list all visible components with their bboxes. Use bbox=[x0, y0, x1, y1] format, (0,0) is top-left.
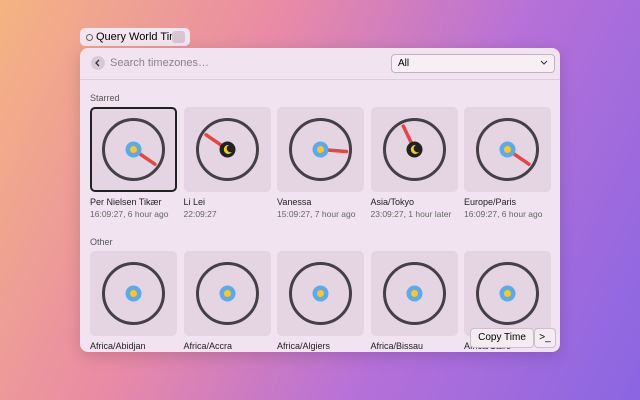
clock-face bbox=[289, 262, 352, 325]
item-subtitle: 22:09:27 bbox=[183, 209, 217, 219]
clock-face bbox=[382, 118, 446, 181]
item-name: Li Lei bbox=[183, 197, 206, 207]
separator bbox=[80, 79, 560, 80]
item-name: Asia/Tokyo bbox=[370, 197, 415, 207]
clock bbox=[382, 118, 446, 181]
filter-dropdown[interactable]: All bbox=[391, 54, 555, 73]
clock-face bbox=[195, 262, 259, 325]
filter-value: All bbox=[398, 58, 410, 69]
clock-face bbox=[476, 262, 539, 325]
copy-button[interactable]: Copy Time bbox=[470, 328, 534, 348]
moon bbox=[223, 144, 232, 154]
item-subtitle: 15:09:27, 7 hour ago bbox=[277, 209, 356, 219]
section-title: Starred bbox=[90, 93, 120, 103]
item-subtitle: 16:09:27, 6 hour ago bbox=[90, 209, 169, 219]
panel: Search timezones… All Starred Per Nielsen… bbox=[80, 48, 560, 352]
sun bbox=[410, 290, 418, 297]
clock bbox=[195, 262, 259, 325]
item-name: Africa/Algiers bbox=[277, 341, 331, 351]
sun bbox=[504, 290, 511, 297]
card[interactable] bbox=[90, 107, 177, 192]
clock-face bbox=[382, 262, 446, 325]
clock bbox=[102, 262, 165, 325]
item-name: Vanessa bbox=[277, 197, 312, 207]
item-name: Africa/Bissau bbox=[370, 341, 424, 351]
section-title: Other bbox=[90, 237, 113, 247]
card[interactable] bbox=[90, 251, 177, 336]
item-name: Africa/Abidjan bbox=[90, 341, 146, 351]
clock bbox=[289, 262, 352, 325]
clock-face bbox=[195, 118, 259, 181]
moon bbox=[410, 144, 419, 154]
sun bbox=[130, 146, 137, 153]
card[interactable] bbox=[464, 107, 551, 192]
search-input[interactable]: Search timezones… bbox=[110, 57, 210, 69]
sun bbox=[317, 146, 324, 153]
item-name: Africa/Accra bbox=[183, 341, 233, 351]
back-button[interactable] bbox=[91, 56, 105, 70]
clock bbox=[289, 118, 352, 181]
clock-face bbox=[289, 118, 352, 181]
item-subtitle: 23:09:27, 1 hour later bbox=[370, 209, 452, 219]
clock-face bbox=[102, 118, 165, 181]
clock-face bbox=[476, 118, 539, 181]
action-bar: Copy Time >_ bbox=[470, 328, 556, 348]
sun bbox=[504, 146, 511, 153]
card[interactable] bbox=[277, 107, 364, 192]
clock bbox=[476, 118, 539, 181]
card[interactable] bbox=[183, 251, 271, 336]
shortcut-button[interactable]: >_ bbox=[534, 328, 556, 348]
card[interactable] bbox=[277, 251, 364, 336]
clock bbox=[195, 118, 259, 181]
clock bbox=[382, 262, 446, 325]
item-name: Per Nielsen Tikær bbox=[90, 197, 162, 207]
tag-title: Query World Time bbox=[96, 31, 185, 43]
card[interactable] bbox=[183, 107, 271, 192]
moon-icon bbox=[406, 141, 422, 158]
sun bbox=[317, 290, 324, 297]
moon-icon bbox=[219, 141, 235, 158]
clock bbox=[102, 118, 165, 181]
sun bbox=[130, 290, 137, 297]
item-name: Europe/Paris bbox=[464, 197, 517, 207]
sun bbox=[223, 290, 231, 297]
card[interactable] bbox=[464, 251, 551, 336]
clock bbox=[476, 262, 539, 325]
card[interactable] bbox=[370, 107, 458, 192]
item-subtitle: 16:09:27, 6 hour ago bbox=[464, 209, 543, 219]
window-tag[interactable]: Query World Time bbox=[80, 28, 190, 46]
clock-face bbox=[102, 262, 165, 325]
card[interactable] bbox=[370, 251, 458, 336]
